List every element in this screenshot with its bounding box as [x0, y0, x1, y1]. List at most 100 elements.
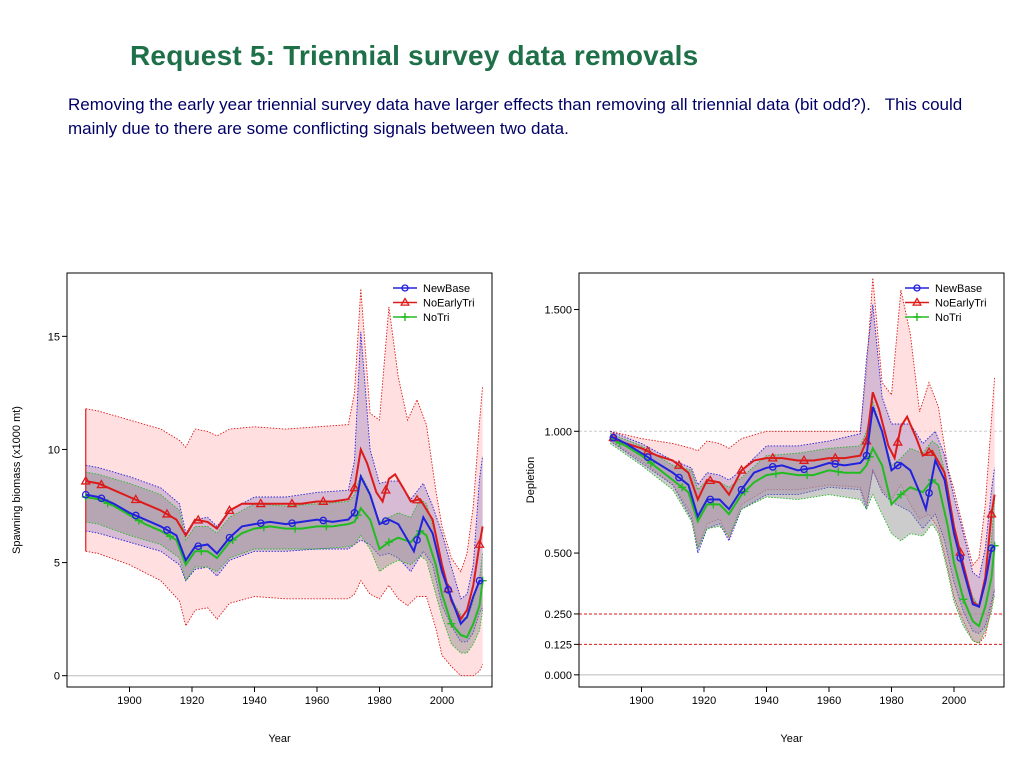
series-line-newbase	[609, 406, 996, 608]
marker-newbase	[413, 536, 421, 544]
plot-frame	[578, 272, 1005, 688]
series-line-noearlytri	[609, 391, 996, 609]
marker-noearlytri	[673, 459, 685, 469]
marker-newbase	[81, 490, 90, 499]
series-line-notri	[609, 437, 996, 628]
marker-notri	[384, 538, 393, 547]
marker-newbase	[350, 508, 359, 517]
y-tick-label: 1.000	[544, 426, 572, 438]
spawning-biomass-chart: 1900 1920 1940 1960 1980 2000 0 5 10 15 Year Spawni…	[11, 272, 493, 745]
marker-noearlytri	[130, 494, 141, 504]
marker-noearlytri	[986, 508, 997, 518]
marker-newbase	[800, 465, 808, 474]
marker-newbase	[675, 473, 683, 482]
legend-marker-notri	[401, 313, 409, 321]
marker-noearlytri	[474, 538, 485, 548]
marker-noearlytri	[255, 498, 266, 508]
marker-newbase	[643, 453, 652, 461]
series-line-noearlytri	[85, 446, 484, 622]
marker-noearlytri	[411, 494, 423, 504]
band-lower-noearlytri	[85, 550, 484, 677]
marker-newbase	[831, 460, 840, 468]
marker-noearlytri	[767, 452, 778, 462]
marker-notri	[678, 483, 687, 492]
marker-newbase	[163, 526, 171, 534]
marker-noearlytri	[318, 495, 329, 505]
y-tick-label: 0.250	[544, 609, 572, 621]
marker-notri	[291, 524, 300, 533]
band-upper-noearlytri	[85, 288, 484, 573]
marker-notri	[771, 469, 780, 478]
marker-newbase	[737, 485, 746, 494]
marker-newbase	[444, 585, 453, 594]
marker-noearlytri	[705, 475, 716, 485]
marker-newbase	[862, 451, 871, 460]
legend: NewBase NoEarlyTri NoTri	[393, 283, 475, 324]
marker-notri	[166, 532, 175, 541]
y-axis-label: Spawning biomass (x1000 mt)	[11, 406, 23, 554]
marker-noearlytri	[193, 514, 204, 524]
band-lower-newbase	[85, 530, 483, 643]
plot-area	[67, 288, 492, 677]
marker-noearlytri	[380, 484, 391, 494]
marker-newbase	[97, 494, 106, 503]
legend-label-newbase: NewBase	[423, 283, 470, 295]
x-tick-label: 1900	[117, 695, 141, 707]
slide-title: Request 5: Triennial survey data removal…	[130, 40, 699, 71]
marker-noearlytri	[161, 508, 173, 518]
x-tick-label: 2000	[942, 695, 966, 707]
x-tick-label: 1960	[305, 695, 329, 707]
marker-noearlytri	[349, 482, 360, 492]
y-tick-label: 0.000	[544, 670, 572, 682]
legend-marker-notri	[913, 313, 921, 321]
x-tick-label: 1920	[692, 695, 716, 707]
y-tick-label: 5	[54, 558, 60, 570]
marker-newbase	[131, 511, 140, 520]
marker-newbase	[893, 461, 902, 470]
marker-newbase	[225, 533, 234, 542]
marker-noearlytri	[286, 498, 298, 508]
depletion-chart: 1900 1920 1940 1960 1980 2000 0.000 0.125 0.250 0…	[525, 272, 1005, 745]
x-tick-label: 1980	[879, 695, 903, 707]
marker-noearlytri	[80, 475, 91, 485]
legend-label-notri: NoTri	[423, 312, 449, 324]
y-tick-label: 0.500	[544, 548, 572, 560]
band-upper-noearlytri	[610, 277, 996, 567]
series-line-notri	[85, 496, 484, 639]
y-tick-label: 1.500	[544, 305, 572, 317]
marker-newbase	[475, 576, 484, 585]
legend-label-noearlytri: NoEarlyTri	[935, 298, 987, 310]
legend-label-noearlytri: NoEarlyTri	[423, 298, 475, 310]
band-lower-notri	[85, 521, 484, 654]
x-tick-label: 1900	[629, 695, 653, 707]
x-tick-label: 1940	[754, 695, 778, 707]
marker-newbase	[319, 516, 328, 525]
marker-noearlytri	[798, 455, 810, 464]
legend: NewBase NoEarlyTri NoTri	[905, 283, 987, 324]
band-lower-notri	[610, 443, 996, 644]
marker-notri	[896, 490, 905, 499]
y-tick-label: 15	[48, 331, 60, 343]
legend-marker-noearlytri	[912, 297, 922, 306]
marker-noearlytri	[736, 464, 747, 474]
x-tick-label: 1960	[817, 695, 841, 707]
marker-notri	[197, 547, 206, 556]
legend-marker-newbase	[401, 284, 409, 292]
legend-marker-noearlytri	[400, 297, 410, 306]
marker-newbase	[288, 519, 296, 528]
plot-area	[579, 277, 1004, 676]
band-upper-newbase	[610, 304, 996, 579]
y-tick-label: 10	[48, 444, 60, 456]
confidence-band-notri	[85, 472, 483, 654]
marker-newbase	[925, 489, 933, 497]
y-tick-label: 0.125	[544, 639, 572, 651]
marker-notri	[447, 619, 456, 628]
y-axis-label: Depletion	[525, 457, 537, 503]
x-tick-label: 1940	[242, 695, 266, 707]
series-line-newbase	[85, 473, 483, 626]
confidence-band-noearlytri	[85, 288, 483, 676]
marker-newbase	[706, 495, 715, 504]
marker-notri	[322, 522, 331, 531]
x-axis-label: Year	[780, 733, 803, 745]
marker-noearlytri	[892, 436, 903, 446]
